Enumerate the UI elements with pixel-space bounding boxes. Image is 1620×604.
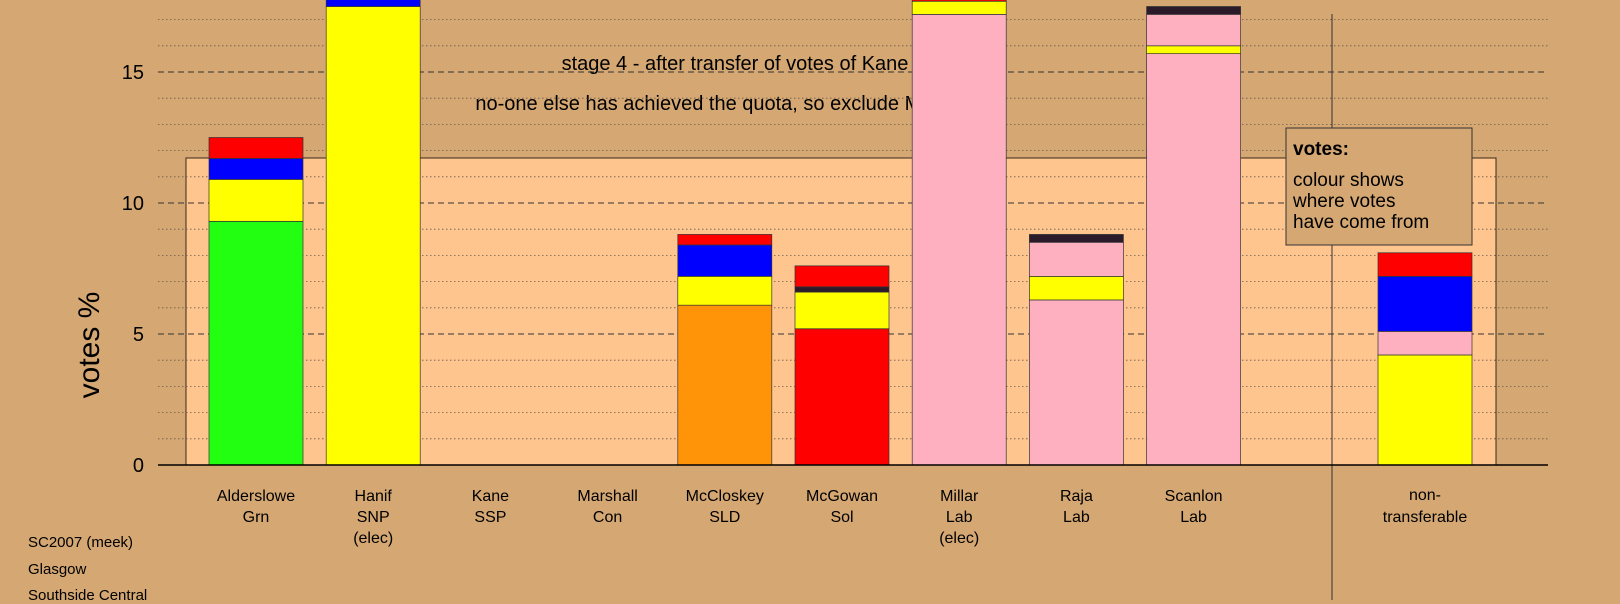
legend-line: colour shows: [1293, 170, 1404, 191]
category-name-alderslowe: Alderslowe: [217, 488, 295, 505]
bar-mcgowan-segment-yellow: [794, 291, 890, 330]
category-party-mccloskey: SLD: [709, 509, 740, 526]
bar-nontransferable-segment-red: [1377, 252, 1473, 277]
category-party-hanif: SNP: [357, 509, 390, 526]
bar-mccloskey-segment-blue: [677, 244, 773, 277]
y-tick-label: 0: [133, 455, 144, 477]
y-tick-label: 5: [133, 324, 144, 346]
bar-millar-segment-yellow: [911, 0, 1007, 15]
bar-alderslowe-segment-blue: [208, 158, 304, 180]
bar-alderslowe-segment-green: [208, 220, 304, 466]
bar-mcgowan-segment-red: [794, 328, 890, 466]
bar-raja-segment-dark: [1029, 234, 1124, 243]
footer-ward: Southside Central: [28, 587, 148, 604]
bar-nontransferable-segment-pink: [1377, 331, 1473, 356]
legend-line: have come from: [1293, 212, 1429, 233]
bar-raja-segment-pink: [1029, 241, 1124, 277]
footer-election-name: SC2007 (meek): [28, 534, 134, 551]
bar-mccloskey-segment-yellow: [677, 276, 773, 306]
bar-scanlon-segment-pink: [1146, 14, 1241, 47]
category-name-kane: Kane: [472, 488, 509, 505]
bar-hanif-segment-blue: [325, 0, 421, 7]
bar-alderslowe-segment-red: [208, 137, 304, 159]
category-name-millar: Millar: [940, 488, 979, 505]
bar-hanif-segment-yellow: [325, 6, 421, 466]
bar-scanlon-segment-yellow: [1146, 45, 1241, 55]
bar-nontransferable-segment-yellow: [1377, 354, 1473, 466]
category-note-millar: (elec): [939, 530, 979, 547]
category-party-kane: SSP: [474, 509, 506, 526]
category-name-scanlon: Scanlon: [1165, 488, 1223, 505]
nontransferable-label-line1: non-: [1409, 487, 1441, 504]
category-party-millar: Lab: [946, 509, 973, 526]
bar-scanlon-segment-dark: [1146, 6, 1241, 15]
category-name-hanif: Hanif: [355, 488, 393, 505]
legend-heading: votes:: [1293, 139, 1349, 160]
bar-nontransferable-segment-blue: [1377, 276, 1473, 332]
bar-mccloskey-segment-orange: [677, 304, 773, 466]
category-name-mcgowan: McGowan: [806, 488, 878, 505]
legend-box: [1285, 127, 1473, 246]
bar-mcgowan-segment-dark: [794, 286, 890, 293]
category-party-raja: Lab: [1063, 509, 1090, 526]
category-note-hanif: (elec): [353, 530, 393, 547]
bar-scanlon-segment-pink: [1146, 53, 1241, 466]
bar-raja-segment-yellow: [1029, 276, 1124, 301]
category-name-marshall: Marshall: [577, 488, 637, 505]
bar-millar-segment-pink: [911, 14, 1007, 466]
category-party-alderslowe: Grn: [243, 509, 270, 526]
category-party-marshall: Con: [593, 509, 622, 526]
bar-alderslowe-segment-yellow: [208, 179, 304, 222]
category-party-scanlon: Lab: [1180, 509, 1207, 526]
y-axis-label: votes %: [73, 292, 106, 399]
bar-millar-segment-red: [911, 0, 1007, 2]
legend-line: where votes: [1292, 191, 1395, 212]
bar-mcgowan-segment-red: [794, 265, 890, 288]
chart-title: stage 4 - after transfer of votes of Kan…: [561, 53, 909, 75]
category-name-mccloskey: McCloskey: [686, 488, 764, 505]
bar-raja-segment-pink: [1029, 299, 1124, 466]
chart-subtitle: no-one else has achieved the quota, so e…: [475, 93, 995, 115]
category-name-raja: Raja: [1060, 488, 1093, 505]
y-tick-label: 15: [122, 62, 144, 84]
footer-council: Glasgow: [28, 561, 87, 578]
y-tick-label: 10: [122, 193, 144, 215]
nontransferable-label-line2: transferable: [1383, 509, 1468, 526]
category-party-mcgowan: Sol: [830, 509, 853, 526]
bar-mccloskey-segment-red: [677, 234, 773, 246]
